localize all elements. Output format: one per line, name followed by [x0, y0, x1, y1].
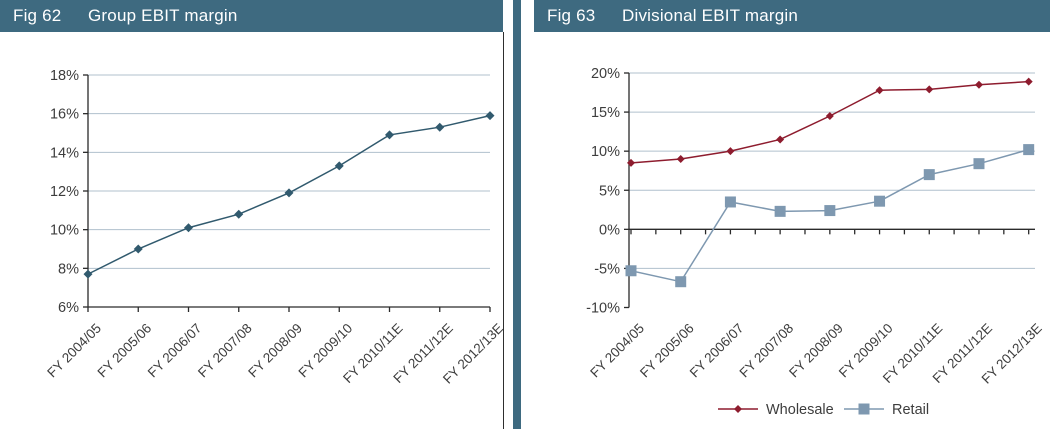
data-point-marker-retail: [625, 265, 637, 277]
fig62-panel: Fig 62 Group EBIT margin 6% 8% 10% 12% 14% 16…: [0, 0, 503, 429]
fig63-panel: Fig 63 Divisional EBIT margin -10% -5% 0% 5…: [534, 0, 1050, 429]
data-point-marker-retail: [874, 195, 886, 207]
data-point-marker-wholesale: [875, 86, 884, 95]
y-axis-label: 10%: [50, 223, 79, 239]
data-point-marker-retail: [973, 158, 985, 170]
data-point-marker-group-ebit-margin: [284, 188, 294, 198]
panel-divider-bar: [513, 0, 521, 429]
data-point-marker-group-ebit-margin: [385, 130, 394, 140]
data-point-marker-group-ebit-margin: [83, 269, 93, 279]
fig62-title: Group EBIT margin: [88, 6, 238, 25]
y-axis-label: 6%: [58, 300, 79, 316]
legend-label: Retail: [892, 402, 929, 418]
y-axis-label: 8%: [58, 261, 79, 277]
y-axis-label: -5%: [594, 261, 620, 277]
y-axis-label: 16%: [50, 107, 79, 123]
data-point-marker-wholesale: [726, 147, 735, 156]
data-point-marker-group-ebit-margin: [234, 209, 244, 219]
data-point-marker-group-ebit-margin: [485, 111, 495, 121]
data-point-marker-retail: [923, 169, 935, 181]
data-point-marker-group-ebit-margin: [133, 244, 143, 254]
data-point-marker-retail: [1023, 144, 1035, 156]
fig63-number: Fig 63: [547, 6, 596, 25]
data-point-marker-wholesale: [825, 111, 834, 120]
data-point-marker-group-ebit-margin: [184, 223, 193, 233]
y-axis-label: 14%: [50, 145, 79, 161]
y-axis-label: -10%: [586, 301, 620, 317]
data-point-marker-group-ebit-margin: [334, 161, 344, 171]
legend-marker: [858, 403, 870, 415]
y-axis-label: 0%: [599, 222, 620, 238]
data-point-marker-wholesale: [676, 154, 685, 163]
y-axis-label: 5%: [599, 183, 620, 199]
data-point-marker-retail: [824, 205, 836, 217]
data-point-marker-retail: [724, 196, 736, 208]
y-axis-label: 20%: [591, 66, 620, 82]
left-panel-right-border: [503, 32, 504, 429]
fig63-header-bar: Fig 63 Divisional EBIT margin: [534, 0, 1050, 32]
legend-label: Wholesale: [766, 402, 834, 418]
data-point-marker-group-ebit-margin: [435, 122, 445, 132]
y-axis-label: 12%: [50, 184, 79, 200]
fig63-title: Divisional EBIT margin: [622, 6, 799, 25]
data-point-marker-retail: [774, 205, 786, 217]
y-axis-label: 18%: [50, 68, 79, 84]
data-point-marker-retail: [675, 276, 687, 288]
data-point-marker-wholesale: [776, 135, 785, 144]
fig62-number: Fig 62: [13, 6, 62, 25]
data-point-marker-wholesale: [1024, 77, 1033, 86]
data-point-marker-wholesale: [627, 158, 635, 167]
y-axis-label: 10%: [591, 144, 620, 160]
legend-marker: [734, 405, 742, 413]
data-point-marker-wholesale: [974, 80, 983, 89]
data-point-marker-wholesale: [925, 85, 934, 94]
y-axis-label: 15%: [591, 105, 620, 121]
fig62-header-bar: Fig 62 Group EBIT margin: [0, 0, 503, 32]
